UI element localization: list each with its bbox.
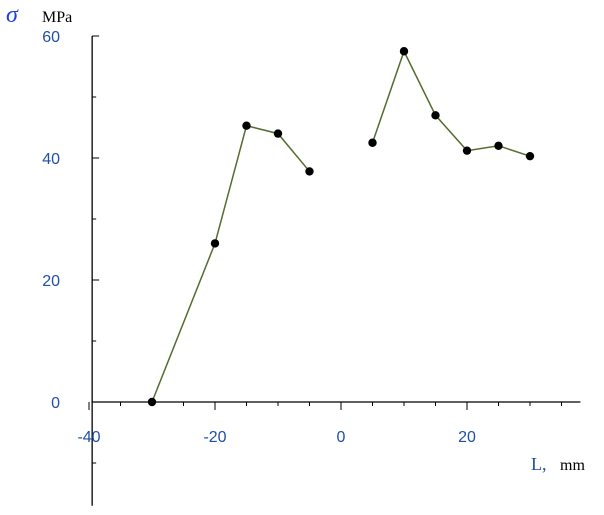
x-tick-label: -20 xyxy=(203,429,226,446)
x-axis-unit: mm xyxy=(560,457,585,474)
data-point xyxy=(242,121,251,130)
ticks xyxy=(88,35,562,464)
x-tick-label: 0 xyxy=(337,429,346,446)
y-tick-label: 0 xyxy=(51,395,60,412)
data-point xyxy=(431,111,440,120)
data-point xyxy=(462,146,472,155)
data-point xyxy=(399,47,409,56)
y-tick-label: 60 xyxy=(42,29,60,46)
series-line xyxy=(151,124,311,403)
x-axis-symbol: L, xyxy=(531,454,547,474)
data-point xyxy=(273,129,283,138)
data-point xyxy=(368,138,377,147)
series-line xyxy=(371,49,531,157)
series-layer xyxy=(147,47,535,407)
x-tick-label: 20 xyxy=(458,429,476,446)
y-axis-unit: MPa xyxy=(42,9,72,26)
tick-labels: 0 20 40 60 -40 -20 0 20 xyxy=(42,29,476,446)
y-axis-symbol: σ xyxy=(6,2,19,28)
y-tick-label: 20 xyxy=(42,273,60,290)
data-point xyxy=(305,167,314,176)
axes xyxy=(91,36,581,506)
y-tick-label: 40 xyxy=(42,151,60,168)
data-point xyxy=(525,151,535,161)
data-point xyxy=(210,239,220,248)
data-point xyxy=(147,397,157,407)
x-tick-label: -40 xyxy=(77,429,100,446)
data-point xyxy=(494,141,503,150)
